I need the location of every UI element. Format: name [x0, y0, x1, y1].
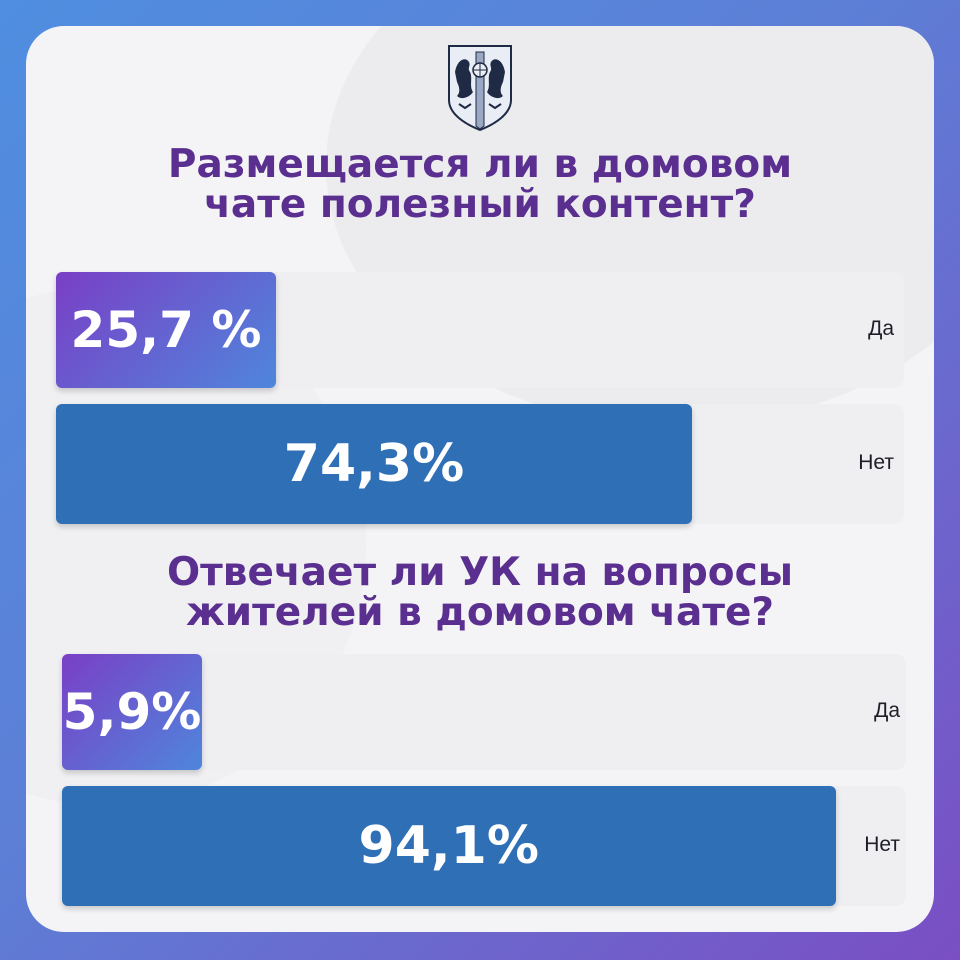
- bar-yes: 25,7 %: [56, 272, 276, 388]
- question-1-line-1: Размещается ли в домовом: [167, 142, 793, 187]
- bar-no: 74,3%: [56, 404, 692, 524]
- category-label: Нет: [858, 451, 894, 474]
- coat-of-arms-icon: [448, 45, 512, 132]
- question-2-line-2: жителей в домовом чате?: [185, 590, 775, 635]
- bar-value-label: 74,3%: [283, 434, 465, 494]
- category-label: Да: [868, 317, 894, 340]
- bar-value-label: 5,9%: [62, 683, 202, 741]
- category-label: Нет: [864, 833, 900, 856]
- bar-no: 94,1%: [62, 786, 836, 906]
- question-1-title: Размещается ли в домовом чате полезный к…: [0, 145, 960, 225]
- bar-track: [62, 654, 906, 770]
- question-1-line-2: чате полезный контент?: [204, 182, 756, 227]
- bar-yes: 5,9%: [62, 654, 202, 770]
- question-2-line-1: Отвечает ли УК на вопросы: [167, 550, 793, 595]
- question-2-title: Отвечает ли УК на вопросы жителей в домо…: [0, 553, 960, 633]
- bar-value-label: 25,7 %: [70, 301, 262, 359]
- bar-value-label: 94,1%: [358, 816, 539, 876]
- category-label: Да: [874, 699, 900, 722]
